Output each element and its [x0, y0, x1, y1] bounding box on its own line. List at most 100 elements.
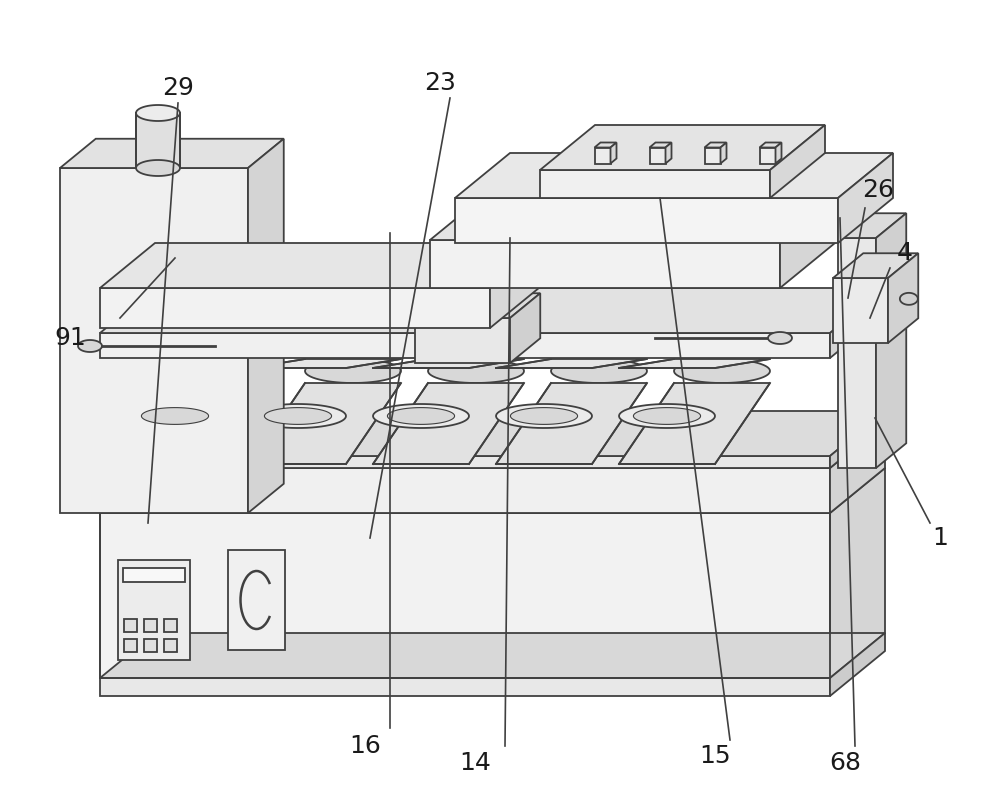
Polygon shape — [250, 404, 346, 428]
Polygon shape — [250, 383, 401, 464]
Polygon shape — [510, 407, 578, 424]
Polygon shape — [250, 359, 401, 368]
Polygon shape — [830, 411, 885, 468]
Polygon shape — [127, 404, 223, 428]
Polygon shape — [100, 513, 830, 678]
Polygon shape — [415, 318, 510, 363]
Polygon shape — [248, 139, 284, 513]
Polygon shape — [496, 404, 592, 428]
Polygon shape — [136, 113, 180, 168]
Polygon shape — [100, 468, 885, 513]
Polygon shape — [428, 359, 524, 383]
Polygon shape — [100, 243, 545, 288]
Text: 23: 23 — [424, 71, 456, 95]
Polygon shape — [141, 407, 209, 424]
Polygon shape — [830, 423, 885, 513]
Polygon shape — [264, 407, 332, 424]
Polygon shape — [373, 383, 524, 464]
Polygon shape — [490, 243, 545, 328]
Polygon shape — [124, 639, 137, 652]
Polygon shape — [888, 253, 918, 343]
Polygon shape — [496, 359, 647, 368]
Polygon shape — [100, 678, 830, 696]
Polygon shape — [594, 142, 616, 148]
Polygon shape — [60, 139, 284, 168]
Polygon shape — [430, 195, 835, 240]
Polygon shape — [127, 383, 278, 464]
Polygon shape — [830, 468, 885, 678]
Polygon shape — [496, 383, 647, 464]
Polygon shape — [838, 213, 906, 238]
Polygon shape — [100, 456, 830, 468]
Polygon shape — [760, 148, 776, 163]
Polygon shape — [373, 404, 469, 428]
Polygon shape — [387, 407, 455, 424]
Text: 14: 14 — [459, 751, 491, 775]
Polygon shape — [100, 288, 885, 333]
Polygon shape — [619, 404, 715, 428]
Text: 91: 91 — [54, 326, 86, 350]
Polygon shape — [510, 293, 540, 363]
Polygon shape — [182, 359, 278, 383]
Text: 68: 68 — [829, 751, 861, 775]
Polygon shape — [455, 198, 838, 243]
Polygon shape — [833, 253, 918, 278]
Polygon shape — [838, 238, 876, 468]
Polygon shape — [666, 142, 672, 163]
Polygon shape — [551, 359, 647, 383]
Polygon shape — [100, 288, 490, 328]
Polygon shape — [780, 195, 835, 288]
Polygon shape — [540, 125, 825, 170]
Polygon shape — [650, 142, 672, 148]
Polygon shape — [430, 240, 780, 288]
Polygon shape — [760, 142, 782, 148]
Polygon shape — [455, 153, 893, 198]
Polygon shape — [305, 359, 401, 383]
Polygon shape — [768, 332, 792, 344]
Polygon shape — [720, 142, 726, 163]
Polygon shape — [838, 153, 893, 243]
Polygon shape — [123, 568, 185, 582]
Polygon shape — [830, 288, 885, 358]
Text: 26: 26 — [862, 178, 894, 202]
Polygon shape — [127, 359, 278, 368]
Polygon shape — [136, 160, 180, 176]
Text: 16: 16 — [349, 734, 381, 758]
Polygon shape — [60, 168, 248, 513]
Polygon shape — [770, 125, 825, 198]
Polygon shape — [164, 619, 177, 632]
Polygon shape — [900, 292, 918, 305]
Polygon shape — [228, 550, 285, 650]
Text: 15: 15 — [699, 744, 731, 768]
Polygon shape — [540, 170, 770, 198]
Polygon shape — [100, 411, 885, 456]
Polygon shape — [619, 359, 770, 368]
Polygon shape — [100, 468, 830, 513]
Polygon shape — [144, 619, 157, 632]
Polygon shape — [415, 293, 540, 318]
Text: 4: 4 — [897, 241, 913, 265]
Polygon shape — [78, 340, 102, 352]
Text: 29: 29 — [162, 76, 194, 100]
Polygon shape — [373, 359, 524, 368]
Polygon shape — [633, 407, 701, 424]
Polygon shape — [118, 560, 190, 660]
Polygon shape — [610, 142, 616, 163]
Polygon shape — [164, 639, 177, 652]
Polygon shape — [144, 639, 157, 652]
Polygon shape — [876, 213, 906, 468]
Polygon shape — [704, 142, 726, 148]
Polygon shape — [704, 148, 720, 163]
Polygon shape — [650, 148, 666, 163]
Polygon shape — [100, 423, 885, 468]
Polygon shape — [674, 359, 770, 383]
Polygon shape — [833, 278, 888, 343]
Polygon shape — [830, 633, 885, 696]
Text: 1: 1 — [932, 526, 948, 550]
Polygon shape — [100, 333, 830, 358]
Polygon shape — [594, 148, 610, 163]
Polygon shape — [136, 105, 180, 121]
Polygon shape — [100, 633, 885, 678]
Polygon shape — [124, 619, 137, 632]
Polygon shape — [619, 383, 770, 464]
